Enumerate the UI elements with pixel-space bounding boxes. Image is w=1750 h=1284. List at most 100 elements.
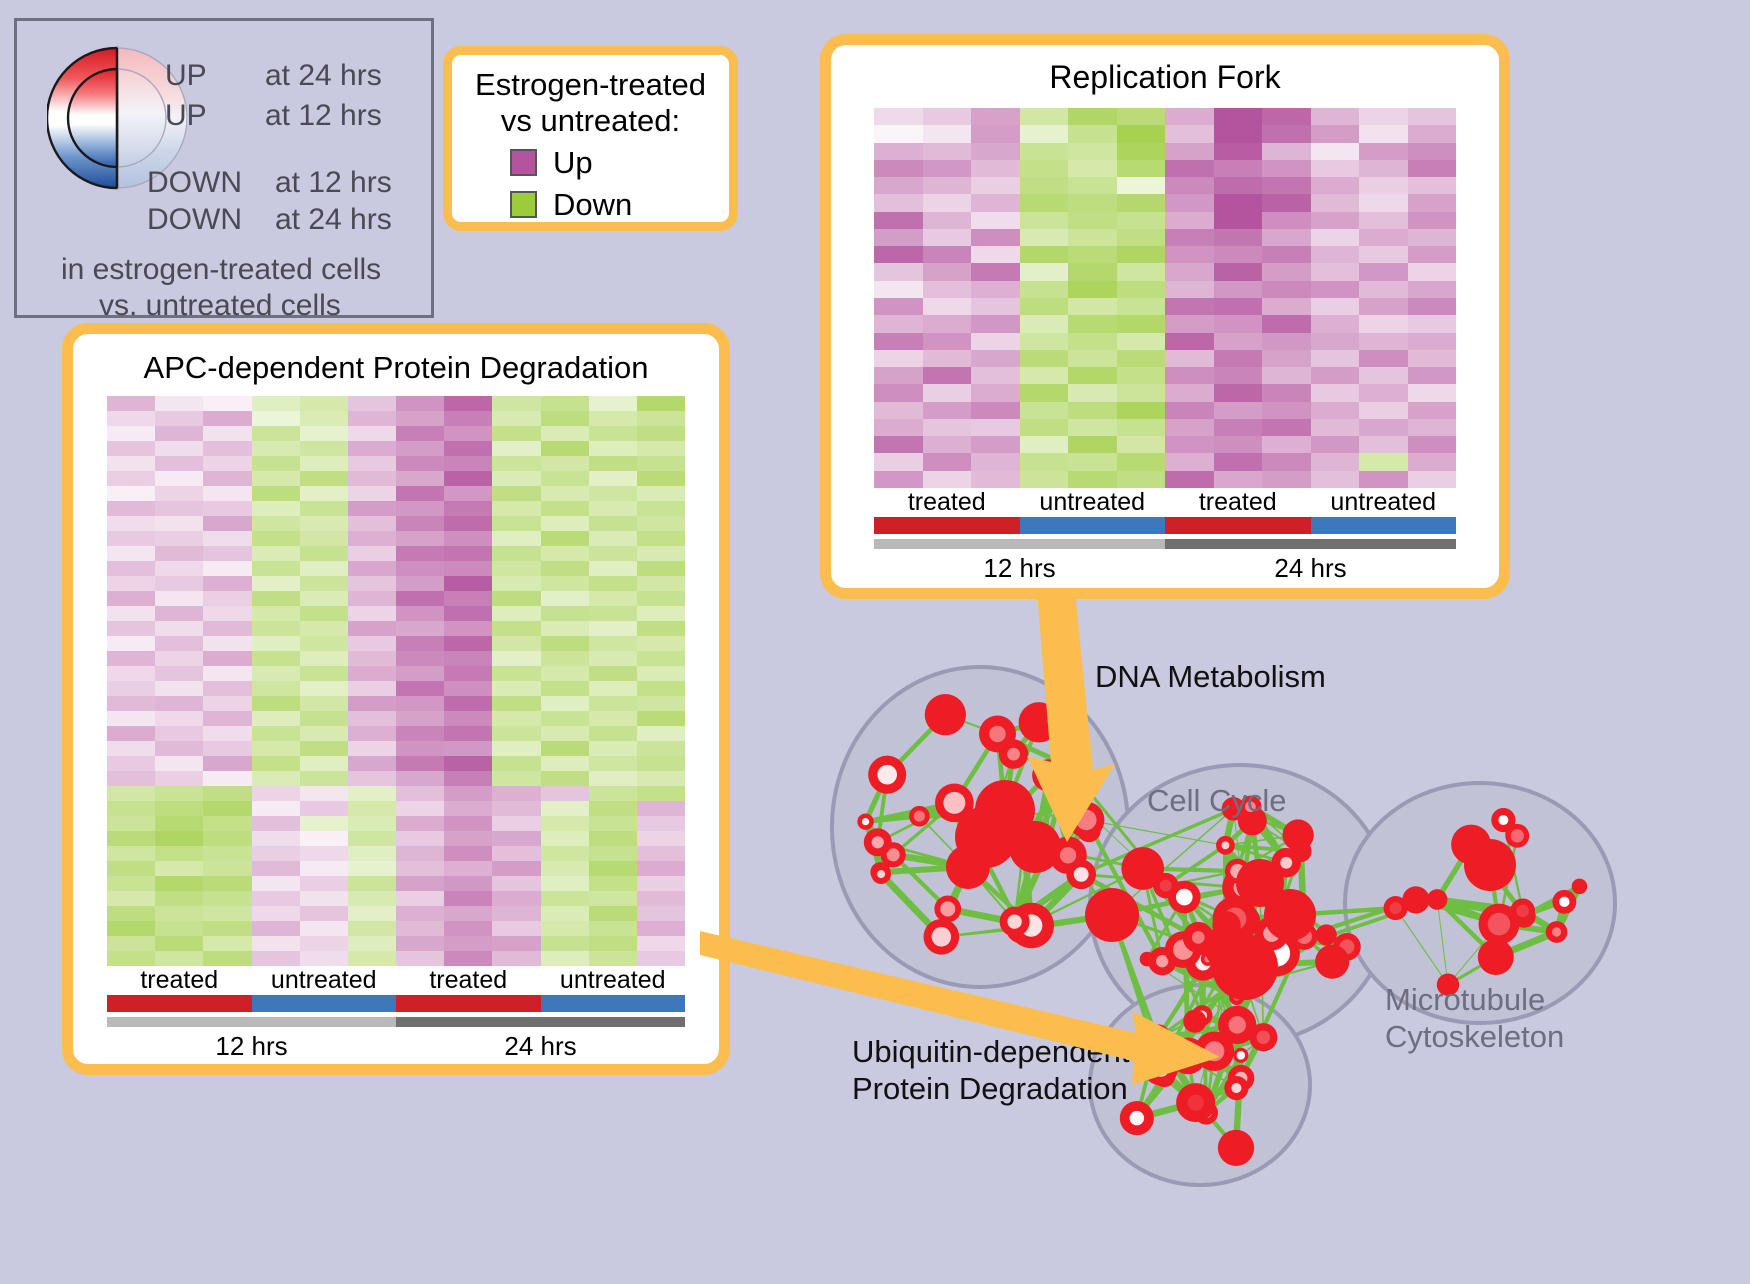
heatmap-cell [1020, 212, 1069, 229]
heatmap-cell [1020, 143, 1069, 160]
heatmap-cell [1165, 453, 1214, 470]
network-node[interactable] [1552, 890, 1576, 914]
node-outer-ring [925, 694, 966, 735]
network-node[interactable] [1066, 860, 1096, 890]
heatmap-cell [396, 501, 444, 516]
heatmap-cell [155, 396, 203, 411]
heatmap-cell [107, 546, 155, 561]
network-node[interactable] [1491, 808, 1515, 832]
heatmap-cell [541, 846, 589, 861]
heatmap-cell [971, 125, 1020, 142]
network-node[interactable] [909, 806, 930, 827]
heatmap-cell [1311, 108, 1360, 125]
legend-footer-line1: in estrogen-treated cells [61, 253, 381, 287]
heatmap-cell [252, 876, 300, 891]
network-node[interactable] [864, 828, 892, 856]
network-node[interactable] [868, 756, 906, 794]
heatmap-cell [1165, 229, 1214, 246]
heatmap-cell [107, 906, 155, 921]
network-node[interactable] [946, 845, 990, 889]
network-node[interactable] [1384, 896, 1408, 920]
heatmap-cell [107, 741, 155, 756]
heatmap-cell [1214, 471, 1263, 488]
network-node[interactable] [857, 813, 873, 829]
network-node[interactable] [934, 896, 961, 923]
heatmap-cell [1165, 471, 1214, 488]
network-node[interactable] [1427, 889, 1448, 910]
heatmap-cell [1262, 419, 1311, 436]
heatmap-cell [492, 741, 540, 756]
heatmap-cell [1020, 453, 1069, 470]
network-node[interactable] [1315, 945, 1349, 979]
node-core [877, 870, 885, 878]
network-node[interactable] [871, 864, 891, 884]
heatmap-cell [1165, 177, 1214, 194]
heatmap-cell [1359, 194, 1408, 211]
network-node[interactable] [1264, 889, 1316, 941]
heatmap-cell [1408, 298, 1457, 315]
heatmap-cell [203, 756, 251, 771]
heatmap-cell [1214, 160, 1263, 177]
heatmap-cell [348, 741, 396, 756]
heatmap-cell [1359, 263, 1408, 280]
heatmap-cell [1020, 229, 1069, 246]
heatmap-cell [923, 177, 972, 194]
network-node[interactable] [1121, 847, 1164, 890]
heatmap-cell [396, 846, 444, 861]
network-node[interactable] [1464, 839, 1516, 891]
heatmap-cell [541, 771, 589, 786]
heatmap-cell [541, 501, 589, 516]
legend-updown-key-box: Estrogen-treated vs untreated: Up Down [443, 46, 738, 231]
heatmap-cell [971, 194, 1020, 211]
heatmap-cell [1165, 367, 1214, 384]
heatmap-cell [589, 606, 637, 621]
heatmap-cell [1311, 419, 1360, 436]
heatmap-cell [541, 606, 589, 621]
heatmap-cell [203, 861, 251, 876]
heatmap-cell [348, 726, 396, 741]
heatmap-cell [589, 681, 637, 696]
heatmap-cell [252, 861, 300, 876]
network-node[interactable] [1478, 939, 1514, 975]
heatmap-cell [541, 741, 589, 756]
heatmap-cell [637, 921, 685, 936]
heatmap-cell [155, 741, 203, 756]
heatmap-cell [155, 426, 203, 441]
timepoint-label: 24 hrs [396, 1027, 685, 1062]
heatmap-cell [1117, 229, 1166, 246]
heatmap-cell [444, 651, 492, 666]
network-node[interactable] [1572, 879, 1588, 895]
heatmap-cell [107, 471, 155, 486]
heatmap-cell [300, 936, 348, 951]
heatmap-cell [155, 921, 203, 936]
heatmap-cell [1214, 402, 1263, 419]
heatmap-cell [1020, 436, 1069, 453]
heatmap-cell [874, 471, 923, 488]
network-node[interactable] [1510, 898, 1535, 923]
heatmap-cell [1408, 125, 1457, 142]
heatmap-cell [300, 426, 348, 441]
heatmap-cell [874, 212, 923, 229]
heatmap-cell [444, 546, 492, 561]
network-node[interactable] [925, 694, 966, 735]
heatmap-cell [1359, 436, 1408, 453]
heatmap-cell [1359, 160, 1408, 177]
heatmap-cell [971, 298, 1020, 315]
heatmap-cell [541, 531, 589, 546]
network-node[interactable] [1218, 1130, 1254, 1166]
heatmap-cell [203, 621, 251, 636]
swatch-up-icon [510, 149, 537, 176]
heatmap-cell [1262, 384, 1311, 401]
heatmap-cell [1165, 194, 1214, 211]
heatmap-cell [1165, 108, 1214, 125]
network-node[interactable] [1282, 819, 1313, 850]
network-node[interactable] [1216, 836, 1235, 855]
heatmap-cell [444, 456, 492, 471]
heatmap-cell [348, 501, 396, 516]
heatmap-cell [971, 367, 1020, 384]
heatmap-cell [1214, 298, 1263, 315]
network-node[interactable] [1316, 924, 1337, 945]
heatmap-cell [971, 108, 1020, 125]
network-node[interactable] [1546, 921, 1568, 943]
heatmap-cell [1408, 402, 1457, 419]
